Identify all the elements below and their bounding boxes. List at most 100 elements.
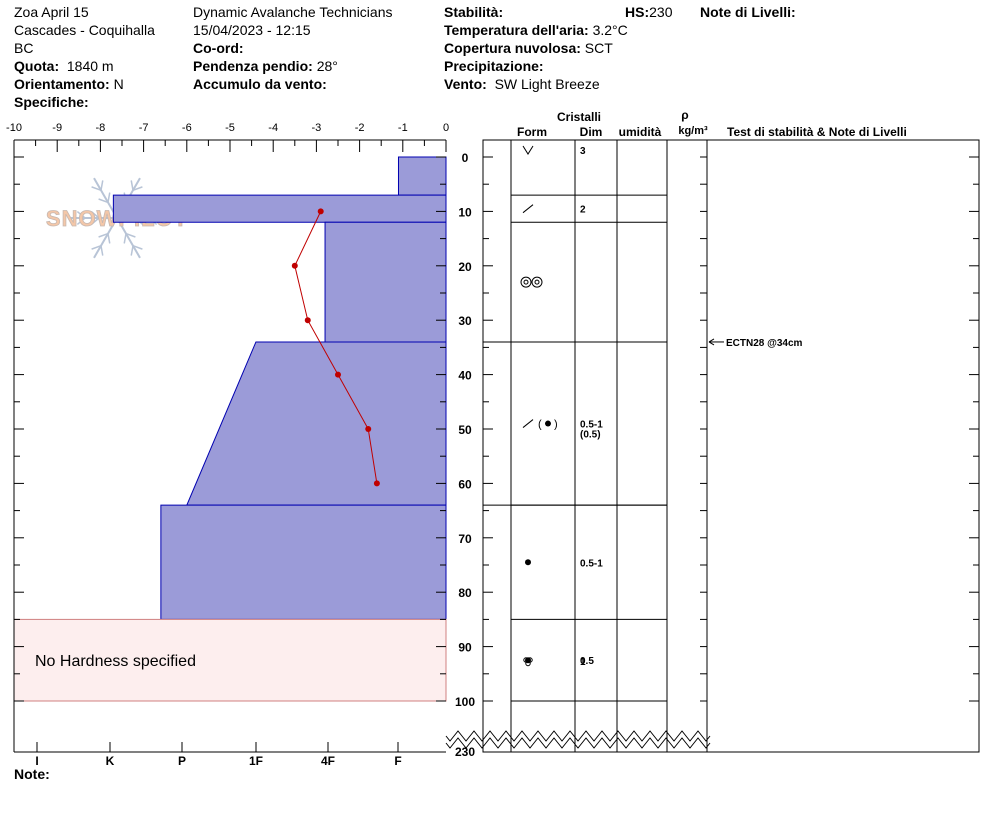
- hs-value: 230: [649, 4, 673, 20]
- snowflake-branch: [90, 217, 100, 226]
- crystal-table: Cristalli Form Dim umidità ρ kg/m³ Test di sta…: [483, 108, 907, 752]
- snowflake-branch: [90, 210, 100, 219]
- header-tests: Test di stabilità & Note di Livelli: [727, 125, 907, 139]
- snowflake-branch: [98, 232, 109, 238]
- temperature-line: [294, 211, 378, 484]
- hardness-tick-label: 1F: [249, 754, 263, 768]
- precip-label: Precipitazione:: [444, 58, 544, 74]
- stability-tests: ECTN28 @34cm: [708, 338, 803, 349]
- snowflake-branch: [132, 245, 143, 250]
- decomposing-icon: [522, 419, 534, 428]
- hardness-layer: [112, 194, 447, 223]
- test-arrow-head: [708, 338, 715, 346]
- header-hs: HS:230: [625, 3, 672, 21]
- temperature-point: [304, 317, 311, 324]
- temp-tick-label: -9: [52, 122, 62, 134]
- crystal-size: 1: [580, 657, 586, 668]
- depth-tick-label: 40: [458, 369, 472, 383]
- hardness-tick-label: P: [178, 754, 186, 768]
- hardness-layer: [160, 504, 447, 620]
- snowflake-branch: [76, 217, 86, 226]
- snowflake-branch: [130, 180, 134, 191]
- depth-tick-label: 0: [462, 151, 469, 165]
- stability-label: Stabilità:: [444, 4, 504, 20]
- snowflake-branch: [125, 232, 136, 238]
- depth-tick-label: 60: [458, 477, 472, 491]
- temperature-point: [335, 371, 341, 378]
- depth-tick-label: 30: [458, 314, 472, 328]
- temperature-point: [317, 208, 324, 215]
- header-slope: Pendenza pendio: 28°: [193, 57, 338, 75]
- hardness-layer: [186, 341, 447, 506]
- melt-cluster-icon-3: [525, 660, 531, 667]
- test-label: ECTN28 @34cm: [726, 338, 803, 349]
- header-density-unit: kg/m³: [678, 125, 708, 137]
- decomposing-icon: [522, 204, 534, 214]
- header-wind-loading: Accumulo da vento:: [193, 75, 327, 93]
- note-label: Note:: [14, 766, 50, 782]
- header-specifics: Specifiche:: [14, 93, 89, 111]
- hardness-tick-label: 4F: [321, 754, 335, 768]
- crystal-size: 3: [580, 146, 586, 157]
- depth-bottom-label: 230: [455, 745, 475, 759]
- depth-tick-label: 10: [458, 205, 472, 219]
- specifics-label: Specifiche:: [14, 94, 89, 110]
- crystal-size: 2: [580, 205, 586, 216]
- hs-label: HS:: [625, 4, 650, 20]
- header-air-temp: Temperatura dell'aria: 3.2°C: [444, 21, 628, 39]
- paren-close-icon: ): [554, 419, 558, 431]
- rounded-grain-icon: [525, 559, 531, 566]
- depth-tick-label: 20: [458, 260, 472, 274]
- header-form: Form: [517, 125, 547, 139]
- crystal-size-note: (0.5): [580, 430, 601, 441]
- snowflake-branch: [107, 192, 111, 203]
- sky-label: Copertura nuvolosa:: [444, 40, 581, 56]
- depth-tick-label: 90: [458, 641, 472, 655]
- aspect-label: Orientamento:: [14, 76, 110, 92]
- header-stability: Stabilità:: [444, 3, 503, 21]
- slope-label: Pendenza pendio:: [193, 58, 313, 74]
- snowflake-branch: [98, 198, 109, 204]
- sky-value: SCT: [584, 40, 613, 56]
- air-temp-label: Temperatura dell'aria:: [444, 22, 589, 38]
- header-precip: Precipitazione:: [444, 57, 544, 75]
- temperature-point: [291, 262, 298, 269]
- no-hardness-label: No Hardness specified: [35, 653, 196, 670]
- header-coords: Co-ord:: [193, 39, 244, 57]
- temperature-profile: [291, 208, 380, 487]
- header-range: Cascades - Coquihalla: [14, 22, 155, 38]
- rounded-grain-icon: [545, 420, 551, 427]
- no-hardness-box: [13, 618, 447, 702]
- layer-notes-label: Note di Livelli:: [700, 4, 796, 20]
- hardness-layers: [112, 156, 447, 620]
- header-size: Dim: [580, 125, 603, 139]
- snowflake-arm: [93, 217, 118, 259]
- slope-value: 28°: [316, 58, 338, 74]
- temp-tick-label: -7: [139, 122, 149, 134]
- clustered-rounded-icon-2-inner: [534, 279, 540, 285]
- depth-tick-label: 70: [458, 532, 472, 546]
- no-hardness-region: No Hardness specified: [13, 618, 447, 702]
- snowflake-branch: [107, 233, 111, 244]
- depth-tick-label: 80: [458, 586, 472, 600]
- snowflake-branch: [91, 245, 102, 250]
- chart-axes: -10 -9 -8 -7 -6 -5 -4 -3 -2 -1 0010203040506070809…: [6, 122, 979, 768]
- header-organization: Dynamic Avalanche Technicians: [193, 4, 393, 20]
- temp-tick-label: -3: [312, 122, 322, 134]
- hardness-layer: [324, 221, 447, 343]
- header-province: BC: [14, 40, 34, 56]
- depth-tick-label: 50: [458, 423, 472, 437]
- header-sky: Copertura nuvolosa: SCT: [444, 39, 613, 57]
- air-temp-value: 3.2°C: [592, 22, 628, 38]
- table-frame: [482, 139, 980, 753]
- temp-tick-label: -4: [268, 122, 278, 134]
- snowflake-branch: [76, 210, 86, 219]
- aspect-value: N: [113, 76, 124, 92]
- temp-tick-label: -8: [96, 122, 106, 134]
- wind-loading-label: Accumulo da vento:: [193, 76, 327, 92]
- temp-tick-label: -10: [6, 122, 22, 134]
- clustered-rounded-icon-inner: [523, 279, 529, 285]
- header-crystals: Cristalli: [557, 110, 601, 124]
- hardness-tick-label: I: [35, 754, 38, 768]
